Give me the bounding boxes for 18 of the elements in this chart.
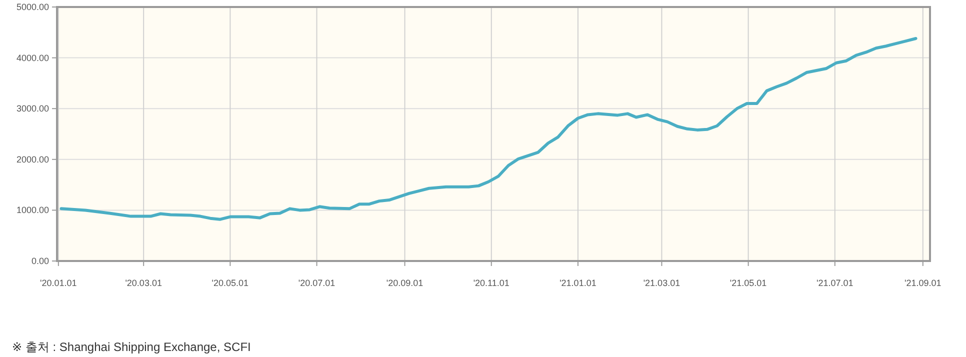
x-tick-label: '20.09.01	[386, 278, 424, 288]
text: ※ 출처 : Shanghai Shipping Exchange, SCFI	[12, 340, 251, 354]
x-tick-label: '21.07.01	[816, 278, 854, 288]
y-tick-label: 0.00	[31, 256, 49, 266]
x-tick-label: '20.03.01	[125, 278, 162, 288]
y-tick-label: 1000.00	[16, 205, 49, 216]
x-tick-label: '21.03.01	[643, 278, 680, 288]
y-tick-label: 5000.00	[16, 2, 49, 12]
x-tick-label: '21.01.01	[560, 278, 596, 288]
x-tick-label: '20.11.01	[473, 278, 510, 288]
x-tick-label: '20.05.01	[212, 278, 249, 288]
y-tick-label: 2000.00	[16, 154, 49, 164]
x-tick-label: '20.07.01	[298, 278, 336, 288]
x-tick-label: '21.09.01	[904, 278, 942, 288]
x-tick-label: '21.05.01	[730, 278, 767, 288]
y-tick-label: 3000.00	[16, 104, 49, 114]
y-tick-label: 4000.00	[16, 52, 49, 63]
x-tick-label: '20.01.01	[40, 278, 77, 288]
